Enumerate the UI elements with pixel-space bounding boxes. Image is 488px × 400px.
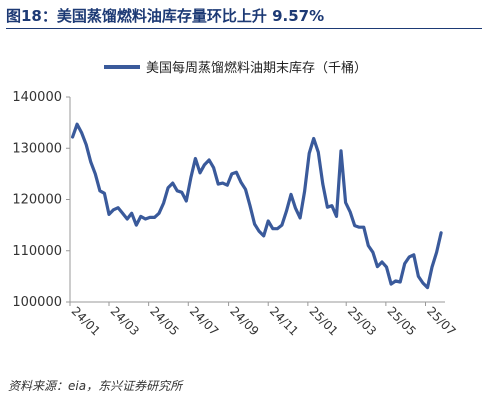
source-note: 资料来源：eia，东兴证券研究所 bbox=[8, 379, 183, 393]
y-tick-label: 100000 bbox=[12, 295, 62, 310]
series-line bbox=[70, 122, 443, 290]
y-axis: 140000 130000 120000 110000 100000 bbox=[12, 90, 71, 310]
y-tick-label: 120000 bbox=[12, 193, 62, 208]
x-tick-label: 24/01 bbox=[69, 304, 103, 338]
x-tick-label: 24/07 bbox=[187, 304, 221, 338]
figure-title: 图18：美国蒸馏燃料油库存量环比上升 9.57% bbox=[6, 7, 325, 25]
x-tick-label: 25/05 bbox=[385, 304, 419, 338]
series-layer bbox=[70, 122, 443, 290]
x-tick-label: 24/05 bbox=[147, 304, 181, 338]
x-tick-label: 25/03 bbox=[345, 304, 379, 338]
x-tick-label: 25/07 bbox=[424, 304, 458, 338]
x-axis: 24/01 24/03 24/05 24/07 24/09 24/11 25/01 25/03… bbox=[69, 301, 459, 338]
legend-label: 美国每周蒸馏燃料油期末库存（千桶） bbox=[146, 60, 367, 76]
title-divider bbox=[6, 28, 482, 29]
y-tick-label: 130000 bbox=[12, 141, 62, 156]
x-tick-label: 24/09 bbox=[227, 304, 261, 338]
x-tick-label: 24/03 bbox=[108, 304, 142, 338]
y-tick-label: 140000 bbox=[12, 90, 62, 105]
chart-legend: 美国每周蒸馏燃料油期末库存（千桶） bbox=[104, 60, 367, 76]
y-tick-label: 110000 bbox=[12, 244, 62, 259]
line-chart: 美国每周蒸馏燃料油期末库存（千桶） 140000 130000 120000 1100… bbox=[12, 60, 459, 338]
x-tick-label: 25/01 bbox=[307, 304, 341, 338]
x-tick-label: 24/11 bbox=[267, 304, 301, 338]
